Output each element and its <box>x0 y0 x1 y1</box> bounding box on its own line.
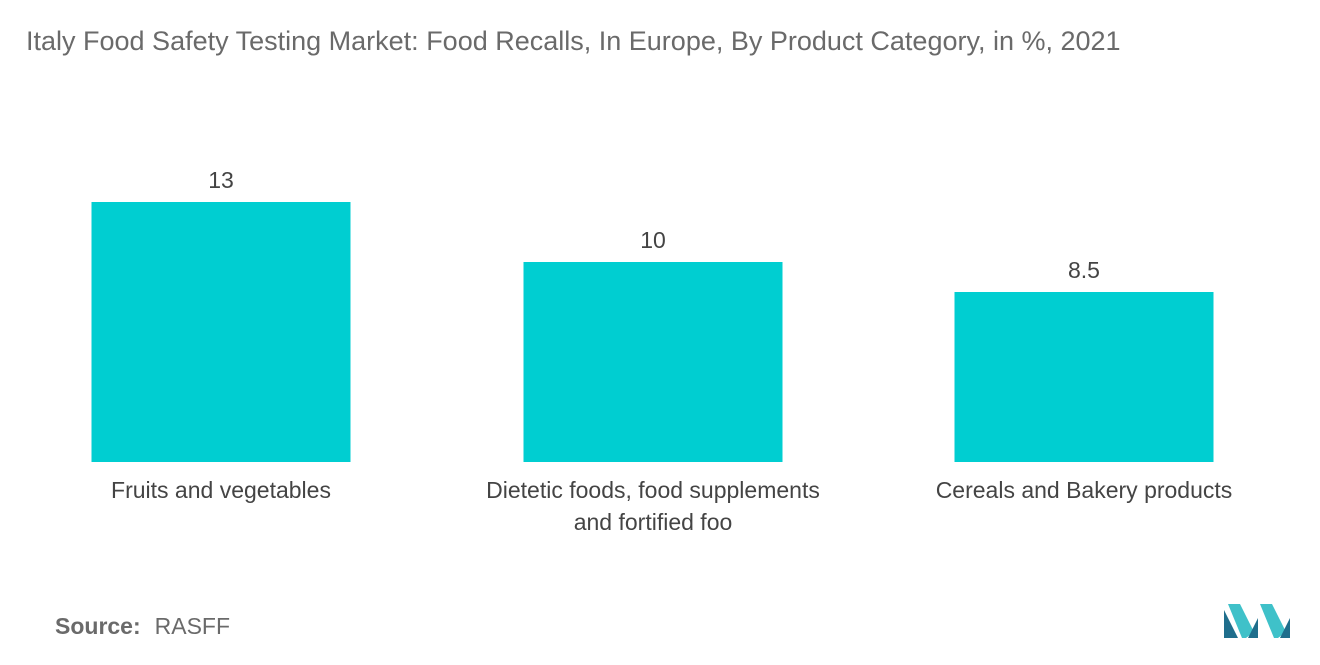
bar <box>523 262 783 462</box>
category-label: Dietetic foods, food supplements <box>486 477 820 503</box>
data-label: 10 <box>640 227 666 253</box>
category-label: Cereals and Bakery products <box>936 477 1233 503</box>
chart-title: Italy Food Safety Testing Market: Food R… <box>26 26 1121 56</box>
bar <box>91 202 351 462</box>
source-label: Source: <box>55 613 141 639</box>
category-label: Fruits and vegetables <box>111 477 331 503</box>
mordor-intelligence-logo-icon <box>1224 604 1290 638</box>
category-label: and fortified foo <box>574 509 733 535</box>
source-note: Source: RASFF <box>55 613 230 640</box>
data-label: 8.5 <box>1068 257 1100 283</box>
bar-chart: 13 Fruits and vegetables 10 Dietetic foods,… <box>91 167 1233 535</box>
data-label: 13 <box>208 167 234 193</box>
source-value: RASFF <box>154 613 231 639</box>
bar <box>954 292 1214 462</box>
